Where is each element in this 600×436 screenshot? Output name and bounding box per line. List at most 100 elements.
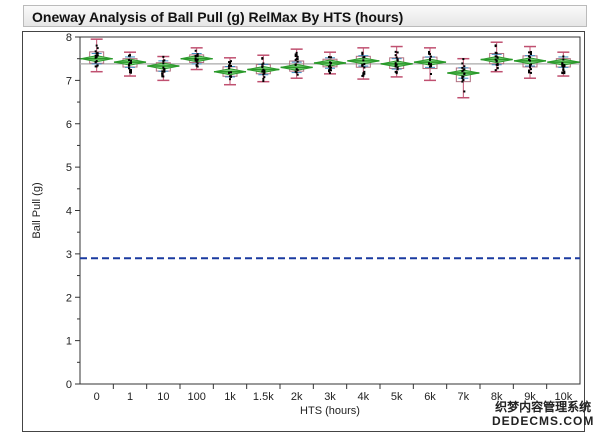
data-point: [162, 66, 165, 69]
data-point: [194, 57, 197, 60]
y-tick-label: 0: [66, 379, 72, 391]
data-point: [396, 58, 399, 61]
data-point: [96, 54, 99, 57]
data-point: [296, 60, 299, 63]
data-point: [395, 56, 398, 59]
data-point: [394, 65, 397, 68]
data-point: [495, 60, 498, 63]
data-point: [94, 54, 97, 57]
data-point: [461, 70, 464, 73]
data-point: [530, 63, 532, 66]
data-point: [229, 62, 231, 65]
data-point: [229, 78, 231, 81]
data-point: [195, 60, 198, 63]
data-point: [430, 72, 432, 75]
data-point: [161, 70, 164, 73]
data-point: [95, 60, 98, 63]
data-point: [529, 65, 531, 68]
data-point: [429, 57, 431, 60]
data-point: [130, 70, 132, 73]
data-point: [95, 44, 98, 47]
data-point: [496, 66, 499, 69]
data-point: [461, 80, 464, 83]
data-point: [262, 80, 265, 83]
data-point: [530, 51, 532, 54]
data-point: [95, 65, 98, 68]
data-point: [496, 63, 499, 66]
y-tick-label: 8: [66, 32, 72, 44]
data-point: [262, 68, 265, 71]
data-point: [329, 64, 331, 67]
data-point: [196, 53, 199, 56]
data-point: [128, 59, 130, 62]
data-point: [94, 61, 97, 64]
y-tick-label: 5: [66, 162, 72, 174]
data-point: [563, 72, 566, 75]
data-point: [461, 77, 464, 80]
data-point: [196, 65, 199, 68]
data-point: [562, 66, 565, 69]
data-point: [296, 55, 299, 58]
y-tick-label: 7: [66, 75, 72, 87]
data-point: [162, 55, 165, 58]
data-point: [530, 53, 532, 56]
data-point: [562, 55, 565, 58]
data-point: [428, 50, 430, 53]
data-point: [461, 62, 464, 65]
data-point: [430, 63, 432, 66]
data-point: [530, 71, 532, 74]
x-tick-label: 1k: [224, 391, 236, 403]
x-tick-label: 8k: [491, 391, 503, 403]
y-tick-label: 2: [66, 292, 72, 304]
x-tick-label: 1.5k: [253, 391, 274, 403]
data-point: [162, 75, 165, 78]
data-point: [263, 70, 266, 73]
data-point: [163, 68, 166, 71]
data-point: [129, 62, 131, 65]
x-tick-label: 1: [127, 391, 133, 403]
x-tick-label: 2k: [291, 391, 303, 403]
data-point: [128, 64, 130, 67]
x-tick-label: 10k: [554, 391, 572, 403]
data-point: [562, 58, 565, 61]
data-point: [196, 55, 199, 58]
data-point: [394, 54, 397, 57]
data-point: [129, 54, 131, 57]
x-tick-label: 0: [94, 391, 100, 403]
data-point: [463, 72, 466, 75]
data-point: [563, 65, 566, 68]
data-point: [430, 65, 432, 68]
data-point: [463, 90, 466, 93]
data-point: [363, 70, 366, 73]
data-point: [430, 64, 432, 67]
data-point: [96, 47, 99, 50]
x-tick-label: 5k: [391, 391, 403, 403]
data-point: [363, 63, 366, 66]
watermark: 织梦内容管理系统 DEDECMS.COM: [492, 400, 594, 428]
data-point: [528, 51, 530, 54]
y-tick-label: 6: [66, 119, 72, 131]
data-point: [428, 52, 430, 55]
data-point: [462, 58, 465, 61]
report-title[interactable]: Oneway Analysis of Ball Pull (g) RelMax …: [23, 5, 587, 27]
data-point: [263, 72, 266, 75]
data-point: [263, 76, 266, 79]
data-point: [228, 71, 230, 74]
data-point: [528, 69, 530, 72]
data-point: [162, 62, 165, 65]
data-point: [528, 55, 530, 58]
data-point: [463, 68, 466, 71]
data-point: [230, 64, 232, 67]
data-point: [130, 59, 132, 62]
data-point: [530, 68, 532, 71]
data-point: [328, 56, 330, 59]
data-point: [261, 65, 264, 68]
data-point: [162, 60, 165, 63]
data-point: [494, 51, 497, 54]
data-point: [328, 65, 330, 68]
x-tick-label: 7k: [458, 391, 470, 403]
x-axis-label: HTS (hours): [300, 405, 360, 417]
data-point: [496, 56, 499, 59]
data-point: [294, 58, 297, 61]
